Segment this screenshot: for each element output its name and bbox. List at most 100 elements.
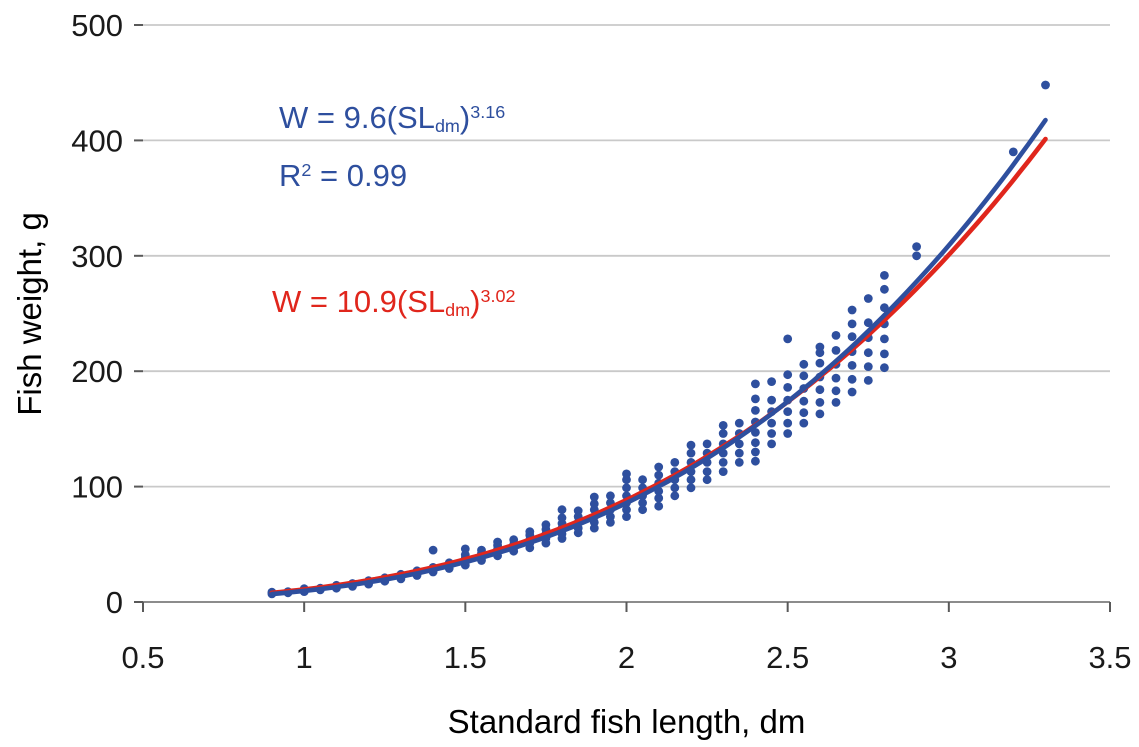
scatter-point xyxy=(654,462,664,472)
scatter-point xyxy=(702,475,712,485)
svg-text:0: 0 xyxy=(106,585,123,620)
svg-text:2: 2 xyxy=(618,640,635,675)
scatter-point xyxy=(686,483,696,493)
scatter-point xyxy=(783,370,793,380)
scatter-point xyxy=(1041,80,1050,90)
scatter-point xyxy=(638,505,647,515)
scatter-point xyxy=(880,363,889,373)
scatter-point xyxy=(847,305,857,315)
x-axis-title: Standard fish length, dm xyxy=(447,703,806,740)
scatter-point xyxy=(799,359,809,369)
scatter-point xyxy=(1008,147,1018,157)
scatter-point xyxy=(686,448,696,458)
scatter-point xyxy=(751,456,760,466)
blue-equation-exponent: 3.16 xyxy=(470,102,506,123)
scatter-point xyxy=(428,545,438,555)
svg-text:500: 500 xyxy=(71,8,123,43)
scatter-point xyxy=(799,408,809,418)
scatter-point xyxy=(622,512,631,521)
scatter-point xyxy=(767,377,776,386)
scatter-point xyxy=(718,458,728,467)
scatter-point xyxy=(880,349,889,359)
scatter-point xyxy=(815,398,825,407)
x-tick-labels: 0.5 1 1.5 2 2.5 3 3.5 xyxy=(121,640,1131,675)
scatter-point xyxy=(831,331,841,340)
svg-text:1.5: 1.5 xyxy=(444,640,487,675)
svg-text:2.5: 2.5 xyxy=(766,640,809,675)
scatter-point xyxy=(702,439,712,449)
scatter-point xyxy=(847,332,857,341)
scatter-point xyxy=(686,475,696,485)
scatter-point xyxy=(815,358,825,368)
scatter-point xyxy=(799,418,809,428)
scatter-point xyxy=(654,470,664,480)
scatter-point xyxy=(847,361,857,370)
scatter-point xyxy=(783,429,793,438)
svg-text:300: 300 xyxy=(71,239,123,274)
scatter-point xyxy=(589,492,599,502)
svg-text:3: 3 xyxy=(940,640,957,675)
svg-text:200: 200 xyxy=(71,354,123,389)
scatter-point xyxy=(751,394,760,404)
scatter-point xyxy=(912,242,921,252)
scatter-point xyxy=(783,407,793,416)
scatter-point xyxy=(831,346,841,355)
scatter-point xyxy=(686,440,696,450)
red-equation-subscript: dm xyxy=(445,299,471,320)
scatter-point xyxy=(718,421,728,430)
scatter-point xyxy=(751,447,760,457)
power-fit-blue-curve xyxy=(269,117,1048,597)
power-fit-red-curve xyxy=(269,136,1048,596)
scatter-point xyxy=(815,409,825,419)
scatter-point xyxy=(815,342,825,352)
scatter-point xyxy=(751,438,760,448)
svg-text:400: 400 xyxy=(71,123,123,158)
scatter-point xyxy=(638,498,647,508)
scatter-point xyxy=(912,251,921,261)
scatter-point xyxy=(670,458,680,467)
scatter-point xyxy=(847,387,857,397)
scatter-point xyxy=(460,544,470,554)
scatter-point xyxy=(525,527,535,536)
axis-tick-marks xyxy=(134,24,1111,612)
scatter-point xyxy=(493,537,502,547)
scatter-point xyxy=(606,491,615,501)
scatter-point xyxy=(622,505,631,515)
scatter-point xyxy=(734,448,744,458)
scatter-point xyxy=(670,491,680,501)
scatter-point xyxy=(670,483,680,493)
scatter-point xyxy=(718,429,728,438)
scatter-point xyxy=(863,348,873,358)
scatter-point xyxy=(622,469,631,479)
scatter-point xyxy=(767,418,776,428)
blue-equation-annotation: W = 9.6(SLdm)3.16 xyxy=(279,100,505,136)
scatter-point xyxy=(751,406,760,415)
scatter-point xyxy=(734,458,744,467)
blue-equation-subscript: dm xyxy=(434,115,460,136)
scatter-point xyxy=(799,371,809,381)
svg-text:100: 100 xyxy=(71,470,123,505)
scatter-point xyxy=(702,467,712,476)
scatter-point xyxy=(734,418,744,428)
red-equation-exponent: 3.02 xyxy=(480,286,516,307)
scatter-point xyxy=(654,501,664,511)
svg-text:1: 1 xyxy=(296,640,313,675)
scatter-point xyxy=(831,373,841,383)
scatter-point xyxy=(831,386,841,396)
scatter-point xyxy=(863,294,873,303)
scatter-point xyxy=(606,512,615,521)
scatter-point xyxy=(718,467,728,476)
scatter-point xyxy=(863,376,873,385)
scatter-point xyxy=(557,505,567,515)
red-equation-close: ) xyxy=(470,284,481,319)
scatter-point xyxy=(541,520,551,530)
scatter-point xyxy=(734,439,744,449)
red-equation-pre: W = 10.9(SL xyxy=(272,284,446,319)
scatter-point xyxy=(815,385,825,395)
scatter-point xyxy=(880,271,889,280)
scatter-point xyxy=(783,383,793,392)
scatter-point xyxy=(622,483,631,493)
r-squared-annotation: R2 = 0.99 xyxy=(279,158,407,194)
scatter-point xyxy=(831,398,841,407)
